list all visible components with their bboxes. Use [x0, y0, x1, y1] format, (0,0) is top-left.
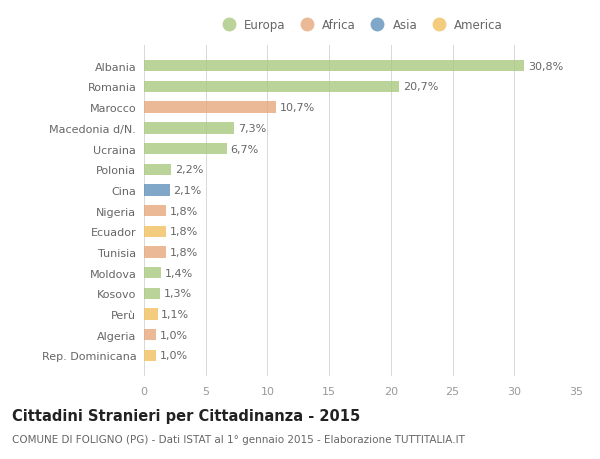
Text: 10,7%: 10,7% — [280, 103, 315, 113]
Bar — [144, 164, 171, 175]
Text: 1,8%: 1,8% — [170, 227, 198, 237]
Text: 2,2%: 2,2% — [175, 165, 203, 175]
Bar — [144, 82, 400, 93]
Bar — [144, 61, 524, 72]
Bar — [144, 206, 166, 217]
Text: 6,7%: 6,7% — [230, 144, 259, 154]
Bar — [144, 226, 166, 237]
Text: Cittadini Stranieri per Cittadinanza - 2015: Cittadini Stranieri per Cittadinanza - 2… — [12, 409, 360, 424]
Text: 1,0%: 1,0% — [160, 330, 188, 340]
Bar — [144, 247, 166, 258]
Bar — [144, 102, 276, 113]
Bar — [144, 268, 161, 279]
Text: 1,1%: 1,1% — [161, 309, 190, 319]
Bar — [144, 309, 158, 320]
Text: 1,8%: 1,8% — [170, 206, 198, 216]
Legend: Europa, Africa, Asia, America: Europa, Africa, Asia, America — [217, 19, 503, 32]
Bar — [144, 185, 170, 196]
Text: 7,3%: 7,3% — [238, 123, 266, 134]
Text: 1,0%: 1,0% — [160, 351, 188, 361]
Text: 1,8%: 1,8% — [170, 247, 198, 257]
Text: 2,1%: 2,1% — [173, 185, 202, 196]
Text: 30,8%: 30,8% — [528, 62, 563, 72]
Text: 20,7%: 20,7% — [403, 82, 439, 92]
Text: 1,3%: 1,3% — [164, 289, 192, 299]
Bar — [144, 330, 157, 341]
Bar — [144, 350, 157, 361]
Bar — [144, 144, 227, 155]
Bar — [144, 123, 234, 134]
Bar — [144, 288, 160, 299]
Text: 1,4%: 1,4% — [165, 268, 193, 278]
Text: COMUNE DI FOLIGNO (PG) - Dati ISTAT al 1° gennaio 2015 - Elaborazione TUTTITALIA: COMUNE DI FOLIGNO (PG) - Dati ISTAT al 1… — [12, 434, 465, 444]
